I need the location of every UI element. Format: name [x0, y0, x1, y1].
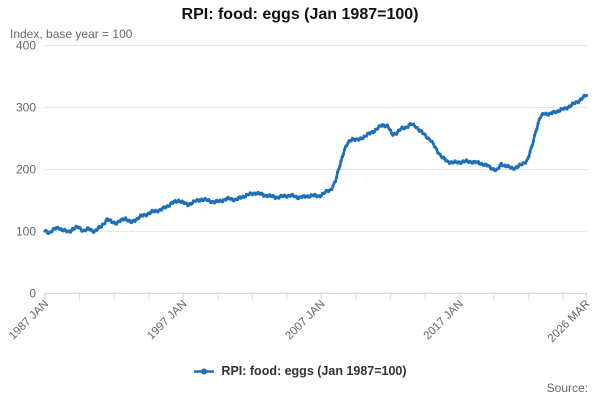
- legend-item-eggs[interactable]: RPI: food: eggs (Jan 1987=100): [193, 364, 407, 378]
- svg-text:2007 JAN: 2007 JAN: [283, 298, 327, 342]
- svg-text:2017 JAN: 2017 JAN: [422, 298, 466, 342]
- series-line-eggs[interactable]: [43, 93, 589, 236]
- svg-text:300: 300: [16, 100, 36, 114]
- source-label: Source:: [546, 381, 588, 395]
- svg-text:2026 MAR: 2026 MAR: [546, 298, 593, 345]
- svg-text:400: 400: [16, 39, 36, 53]
- legend-line-marker-icon: [194, 368, 215, 374]
- y-axis-tick-labels: 0 100 200 300 400: [16, 39, 36, 301]
- y-gridlines: [44, 45, 587, 294]
- legend: RPI: food: eggs (Jan 1987=100): [0, 364, 600, 378]
- svg-text:1987 JAN: 1987 JAN: [7, 298, 51, 342]
- x-axis-tick-labels: 1987 JAN 1997 JAN 2007 JAN 2017 JAN 2026 MAR: [7, 298, 593, 345]
- svg-text:0: 0: [29, 286, 36, 300]
- x-axis: [44, 292, 587, 300]
- svg-text:100: 100: [16, 224, 36, 238]
- y-axis-unit-label: Index, base year = 100: [10, 27, 133, 41]
- svg-text:200: 200: [16, 162, 36, 176]
- legend-label: RPI: food: eggs (Jan 1987=100): [221, 364, 407, 378]
- chart-title: RPI: food: eggs (Jan 1987=100): [181, 6, 419, 23]
- svg-text:1997 JAN: 1997 JAN: [145, 298, 189, 342]
